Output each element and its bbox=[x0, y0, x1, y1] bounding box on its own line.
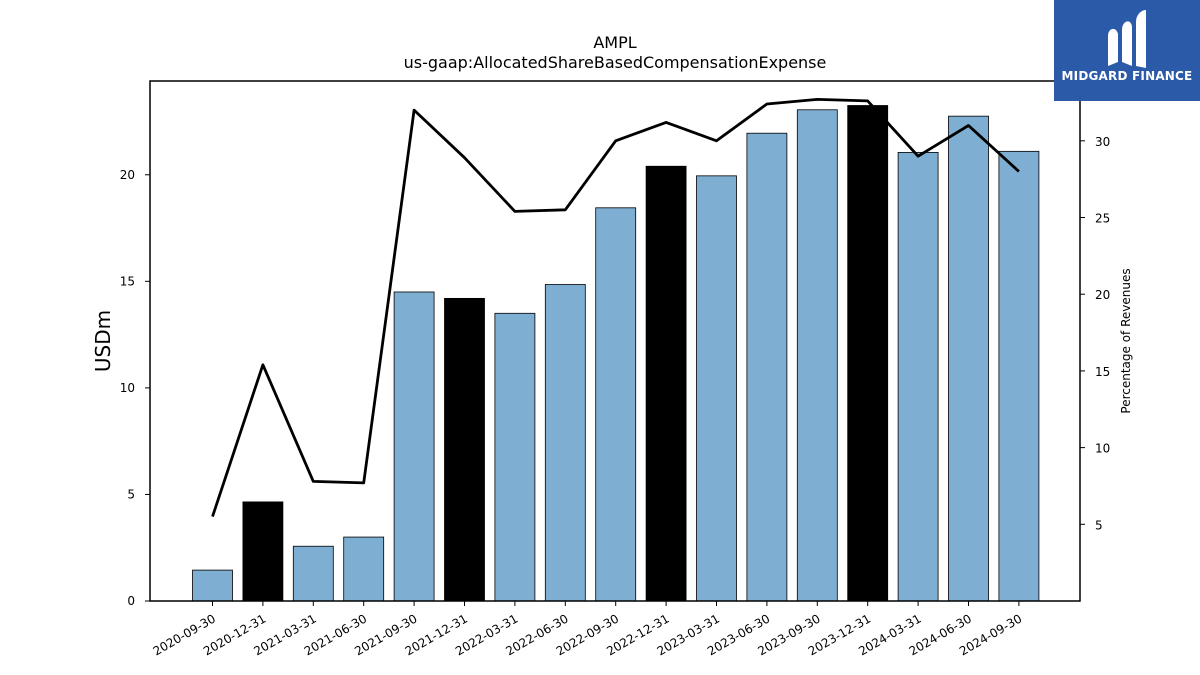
line-series-group bbox=[211, 98, 1020, 518]
bar-series bbox=[192, 105, 1040, 602]
x-axis: 2020-09-302020-12-312021-03-312021-06-30… bbox=[151, 601, 1024, 658]
y2-tick-label-15: 15 bbox=[1095, 365, 1110, 379]
y2-tick-label-5: 5 bbox=[1095, 518, 1103, 532]
bar-2021-03-31 bbox=[292, 545, 334, 602]
bar-2023-12-31 bbox=[847, 105, 889, 602]
bar-2024-06-30 bbox=[948, 115, 989, 602]
bar-2022-06-30 bbox=[544, 284, 586, 602]
midgard-finance-logo: MIDGARD FINANCE bbox=[1054, 0, 1200, 101]
bar-2020-12-31 bbox=[242, 501, 284, 602]
bar-2022-09-30 bbox=[595, 207, 637, 602]
bar-2022-12-31 bbox=[645, 165, 687, 602]
percentage-line bbox=[211, 98, 1020, 518]
bar-2023-03-31 bbox=[696, 175, 737, 602]
y-tick-label-5: 5 bbox=[127, 487, 135, 501]
chart-title: AMPL bbox=[593, 33, 636, 52]
plot-frame bbox=[149, 80, 1081, 602]
y-tick-label-0: 0 bbox=[127, 594, 135, 608]
y2-tick-label-20: 20 bbox=[1095, 288, 1110, 302]
bar-2024-09-30 bbox=[998, 150, 1040, 602]
y-tick-label-10: 10 bbox=[120, 381, 135, 395]
bar-2023-09-30 bbox=[796, 109, 838, 602]
bar-2023-06-30 bbox=[746, 132, 788, 602]
y2-tick-label-25: 25 bbox=[1095, 212, 1110, 226]
midgard-m-icon bbox=[1108, 10, 1146, 68]
y-axis-label: USDm bbox=[91, 310, 115, 372]
y2-tick-label-10: 10 bbox=[1095, 442, 1110, 456]
y-tick-label-15: 15 bbox=[120, 274, 135, 288]
y2-axis-label: Percentage of Revenues bbox=[1119, 268, 1133, 413]
bar-2021-12-31 bbox=[444, 297, 485, 602]
bar-2020-09-30 bbox=[192, 569, 233, 602]
y2-tick-label-30: 30 bbox=[1095, 135, 1110, 149]
y-axis-left: 0 5 10 15 20 bbox=[120, 168, 150, 608]
bar-2021-06-30 bbox=[343, 536, 385, 602]
bar-2021-09-30 bbox=[393, 291, 435, 602]
bar-2022-03-31 bbox=[494, 312, 536, 602]
bar-2024-03-31 bbox=[897, 151, 939, 602]
chart-subtitle: us-gaap:AllocatedShareBasedCompensationE… bbox=[404, 53, 827, 72]
logo-text: MIDGARD FINANCE bbox=[1061, 69, 1193, 83]
y-tick-label-20: 20 bbox=[120, 168, 135, 182]
y-axis-right: 5 10 15 20 25 30 bbox=[1080, 135, 1110, 532]
